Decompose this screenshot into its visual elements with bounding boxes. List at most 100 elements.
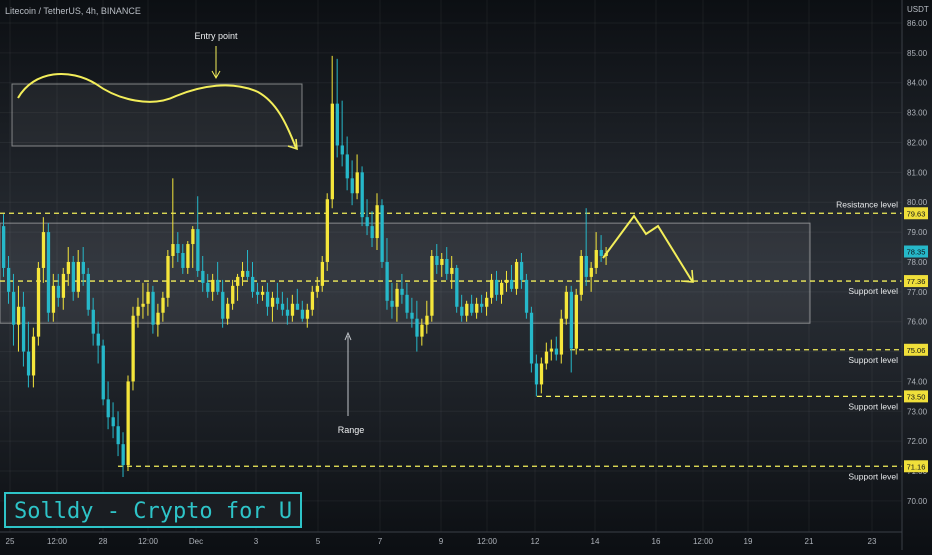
currency-label: USDT bbox=[907, 5, 929, 14]
candle-body bbox=[574, 294, 578, 349]
candle-body bbox=[86, 273, 90, 310]
candle-body bbox=[480, 303, 484, 307]
candle-body bbox=[26, 351, 31, 376]
y-tick-label: 72.00 bbox=[907, 437, 928, 446]
candle-body bbox=[380, 205, 384, 262]
candle-body bbox=[514, 261, 519, 289]
x-tick-label: 28 bbox=[99, 537, 108, 546]
chart-title: Litecoin / TetherUS, 4h, BINANCE bbox=[5, 6, 141, 16]
candle-body bbox=[470, 303, 474, 313]
candle-body bbox=[315, 285, 320, 292]
range-box bbox=[0, 222, 811, 324]
x-tick-label: 12:00 bbox=[138, 537, 159, 546]
candle-body bbox=[146, 291, 150, 304]
candle-body bbox=[544, 351, 549, 364]
candle-body bbox=[504, 279, 509, 283]
candle-body bbox=[320, 261, 325, 286]
y-axis: 70.0071.0072.0073.0074.0075.0076.0077.00… bbox=[901, 0, 928, 550]
level-price-label: 77.36 bbox=[907, 277, 926, 286]
candle-body bbox=[445, 258, 449, 274]
x-tick-label: 12 bbox=[531, 537, 540, 546]
candle-body bbox=[475, 303, 479, 313]
candle-body bbox=[176, 244, 180, 253]
candle-body bbox=[51, 285, 56, 313]
candle-body bbox=[121, 444, 125, 466]
candle-body bbox=[564, 291, 569, 319]
candle-body bbox=[370, 226, 374, 239]
last-price-label: 78.35 bbox=[907, 248, 926, 257]
candles bbox=[2, 55, 608, 478]
candle-body bbox=[21, 306, 26, 352]
x-tick-label: 12:00 bbox=[477, 537, 498, 546]
candle-body bbox=[251, 276, 255, 292]
candle-body bbox=[350, 178, 354, 194]
candle-body bbox=[36, 267, 41, 337]
candle-body bbox=[300, 309, 305, 319]
candle-body bbox=[460, 306, 464, 316]
range-pointer-head bbox=[344, 331, 352, 341]
candle-body bbox=[91, 309, 95, 334]
candle-body bbox=[136, 306, 140, 316]
candle-body bbox=[116, 426, 120, 445]
candle-body bbox=[310, 291, 315, 310]
candle-body bbox=[161, 297, 165, 313]
candle-body bbox=[485, 297, 489, 307]
candle-body bbox=[455, 267, 459, 307]
candle-body bbox=[111, 417, 115, 427]
candle-body bbox=[410, 312, 414, 319]
level-price-badge bbox=[904, 460, 928, 473]
candle-body bbox=[340, 145, 344, 155]
candle-body bbox=[524, 279, 529, 313]
candle-body bbox=[529, 312, 534, 364]
y-tick-label: 70.00 bbox=[907, 497, 928, 506]
x-tick-label: 7 bbox=[378, 537, 383, 546]
candle-body bbox=[66, 261, 71, 274]
candle-body bbox=[599, 250, 603, 256]
candle-body bbox=[270, 297, 275, 307]
level-price-label: 75.06 bbox=[907, 346, 926, 355]
candle-body bbox=[450, 267, 454, 274]
candle-body bbox=[71, 261, 76, 292]
candle-body bbox=[400, 288, 404, 295]
x-tick-label: 12:00 bbox=[693, 537, 714, 546]
level-name: Support level bbox=[848, 401, 898, 411]
candle-body bbox=[345, 154, 349, 179]
level-price-badge bbox=[904, 207, 928, 220]
candle-body bbox=[141, 303, 145, 307]
candle-body bbox=[534, 363, 539, 385]
grid bbox=[0, 0, 902, 532]
entry-point-pointer-head bbox=[211, 70, 221, 80]
entry-curve bbox=[17, 72, 297, 149]
candle-body bbox=[385, 261, 389, 301]
level-price-badge bbox=[904, 343, 928, 356]
x-tick-label: Dec bbox=[189, 537, 203, 546]
x-tick-label: 16 bbox=[652, 537, 661, 546]
candle-body bbox=[305, 309, 310, 319]
candle-body bbox=[171, 244, 175, 256]
y-tick-label: 85.00 bbox=[907, 49, 928, 58]
y-tick-label: 83.00 bbox=[907, 109, 928, 118]
projection-arrowhead bbox=[680, 269, 694, 283]
candle-body bbox=[211, 279, 215, 292]
y-tick-label: 84.00 bbox=[907, 79, 928, 88]
y-tick-label: 76.00 bbox=[907, 318, 928, 327]
entry-point-label: Entry point bbox=[194, 31, 238, 41]
x-axis: 25 12:00 28 12:00 Dec 3 5 7 9 12:00 12 14 16 12:00 19 2… bbox=[0, 531, 902, 546]
candle-body bbox=[415, 318, 419, 337]
candle-body bbox=[16, 306, 21, 325]
candle-body bbox=[191, 229, 195, 245]
candle-body bbox=[186, 244, 190, 268]
candle-body bbox=[280, 303, 285, 310]
level-price-badge bbox=[904, 390, 928, 403]
candle-body bbox=[156, 312, 160, 325]
candle-body bbox=[151, 291, 155, 325]
candle-body bbox=[594, 250, 598, 268]
x-tick-label: 23 bbox=[868, 537, 877, 546]
range-label: Range bbox=[338, 425, 365, 435]
y-tick-label: 73.00 bbox=[907, 407, 928, 416]
candle-body bbox=[196, 229, 200, 271]
candle-body bbox=[6, 267, 11, 292]
candle-body bbox=[425, 315, 429, 325]
candle-body bbox=[131, 315, 135, 382]
